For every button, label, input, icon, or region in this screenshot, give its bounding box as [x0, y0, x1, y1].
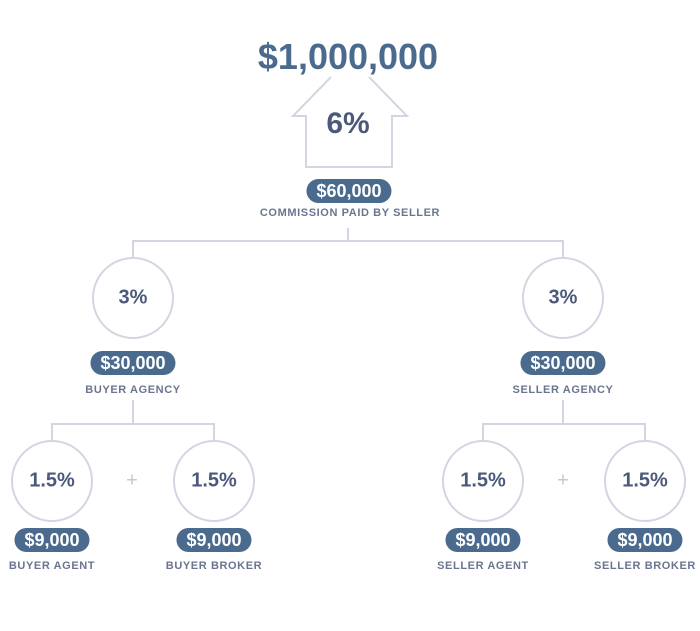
seller-broker-amount: $9,000 — [607, 528, 683, 552]
seller-agency-label: SELLER AGENCY — [512, 384, 614, 396]
seller-agency-amount: $30,000 — [520, 351, 606, 375]
circle-seller-agency — [522, 257, 604, 339]
buyer-agent-percent: 1.5% — [29, 469, 75, 492]
circle-buyer-broker — [173, 440, 255, 522]
seller-broker-percent: 1.5% — [622, 469, 668, 492]
buyer-agency-amount: $30,000 — [90, 351, 176, 375]
seller-broker-label: SELLER BROKER — [594, 560, 696, 572]
seller-agent-percent: 1.5% — [460, 469, 506, 492]
buyer-broker-amount: $9,000 — [176, 528, 252, 552]
seller-agent-label: SELLER AGENT — [437, 560, 529, 572]
commission-label: COMMISSION PAID BY SELLER — [259, 207, 441, 219]
buyer-broker-label: BUYER BROKER — [165, 560, 263, 572]
seller-agency-percent: 3% — [548, 286, 578, 309]
buyer-agent-label: BUYER AGENT — [8, 560, 96, 572]
connector-top — [132, 228, 564, 258]
connector-seller — [482, 400, 646, 441]
buyer-agency-label: BUYER AGENCY — [85, 384, 181, 396]
buyer-agency-percent: 3% — [118, 286, 148, 309]
buyer-agent-amount: $9,000 — [14, 528, 90, 552]
circle-seller-broker — [604, 440, 686, 522]
plus-sign: + — [126, 469, 138, 492]
commission-percent: 6% — [326, 107, 370, 140]
circle-buyer-agency — [92, 257, 174, 339]
circle-buyer-agent — [11, 440, 93, 522]
house-outline — [290, 76, 410, 168]
seller-agent-amount: $9,000 — [445, 528, 521, 552]
buyer-broker-percent: 1.5% — [191, 469, 237, 492]
plus-sign: + — [557, 469, 569, 492]
connector-buyer — [51, 400, 215, 441]
commission-amount: $60,000 — [306, 179, 392, 203]
circle-seller-agent — [442, 440, 524, 522]
sale-price: $1,000,000 — [257, 36, 439, 77]
